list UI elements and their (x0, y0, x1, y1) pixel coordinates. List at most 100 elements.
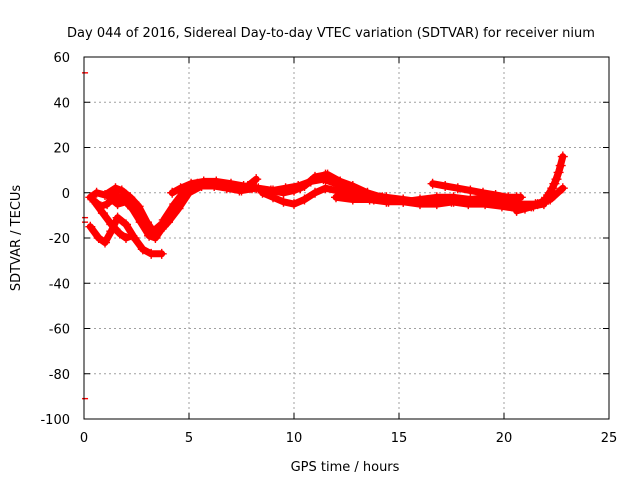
chart-title: Day 044 of 2016, Sidereal Day-to-day VTE… (67, 26, 595, 41)
data-point (236, 185, 247, 196)
data-point (121, 233, 131, 243)
data-point (557, 183, 568, 194)
data-point (127, 230, 138, 241)
data-point (383, 194, 394, 205)
data-point (211, 176, 222, 187)
data-point (289, 199, 299, 210)
series-band (86, 184, 168, 235)
data-point (150, 233, 161, 243)
data-point (347, 185, 358, 196)
data-point (503, 192, 514, 203)
grid-lines (84, 57, 609, 419)
data-point (112, 212, 123, 223)
data-point (431, 199, 442, 210)
data-point (106, 219, 117, 230)
data-point (331, 192, 341, 203)
data-point (530, 199, 541, 210)
x-tick-label: 5 (185, 431, 193, 446)
data-point (496, 201, 507, 212)
data-points (82, 72, 568, 400)
series-track-4 (89, 196, 138, 243)
data-point (116, 185, 127, 196)
y-tick-label: -60 (49, 323, 70, 338)
series-track-5 (104, 192, 144, 219)
data-point (515, 192, 526, 203)
series-track-17 (520, 160, 566, 212)
data-point (144, 230, 155, 241)
data-point (146, 248, 157, 259)
data-point (555, 160, 566, 171)
data-point (137, 244, 148, 255)
data-point (100, 237, 110, 248)
data-point (97, 208, 108, 219)
data-point (318, 174, 329, 185)
data-point (186, 178, 197, 189)
data-point (156, 248, 167, 259)
y-tick-label: -40 (49, 277, 70, 292)
x-tick-label: 0 (80, 431, 88, 446)
data-point (173, 203, 184, 214)
series-track-14 (427, 178, 526, 203)
data-point (198, 176, 209, 187)
data-point (310, 187, 320, 198)
series-track-3 (85, 212, 167, 259)
data-point (543, 190, 554, 201)
data-point (538, 196, 549, 207)
data-point (125, 192, 136, 203)
data-point (268, 192, 278, 203)
data-point (121, 219, 131, 230)
data-point (331, 178, 341, 189)
data-point (133, 208, 144, 219)
data-point (163, 217, 173, 228)
axis-tick-labels: 0 5 10 15 20 25 -100 -80 -60 -40 -20 0 20 40 60 (40, 51, 617, 446)
data-point (520, 201, 530, 212)
data-point (114, 228, 125, 239)
x-axis-label: GPS time / hours (291, 460, 400, 475)
data-point (102, 199, 113, 210)
data-point (167, 187, 178, 198)
series-track-1 (85, 183, 169, 237)
y-axis-label: SDTVAR / TECUs (9, 185, 24, 292)
x-tick-label: 10 (286, 431, 303, 446)
data-point (104, 192, 115, 203)
data-point (93, 233, 104, 243)
data-point (465, 185, 476, 196)
data-point (299, 194, 310, 205)
data-point (121, 196, 131, 207)
data-point (226, 178, 236, 189)
data-point (127, 203, 138, 214)
data-point (89, 196, 100, 207)
y-tick-label: 0 (62, 187, 70, 202)
data-point (427, 178, 438, 189)
data-point (347, 194, 358, 205)
data-point (91, 187, 102, 198)
y-tick-label: -100 (40, 413, 70, 428)
data-point (295, 183, 306, 194)
data-point (251, 174, 262, 185)
axis-ticks (83, 56, 610, 420)
data-point (398, 196, 409, 207)
data-point (478, 187, 488, 198)
data-point (446, 196, 457, 207)
data-point (85, 221, 96, 232)
data-point (364, 194, 375, 205)
data-point (547, 183, 558, 194)
data-point (257, 187, 268, 198)
data-point (551, 174, 562, 185)
y-tick-label: -20 (49, 232, 70, 247)
data-point (415, 199, 425, 210)
data-point (480, 199, 491, 210)
data-point (154, 226, 165, 237)
data-point (278, 187, 289, 198)
data-point (440, 180, 451, 191)
x-tick-label: 25 (601, 431, 618, 446)
y-tick-label: 20 (53, 142, 70, 157)
data-point (511, 205, 522, 216)
data-point (135, 217, 146, 228)
x-tick-label: 20 (496, 431, 513, 446)
data-point (490, 190, 501, 201)
y-tick-label: -80 (49, 368, 70, 383)
data-point (278, 196, 289, 207)
y-tick-label: 60 (53, 51, 70, 66)
